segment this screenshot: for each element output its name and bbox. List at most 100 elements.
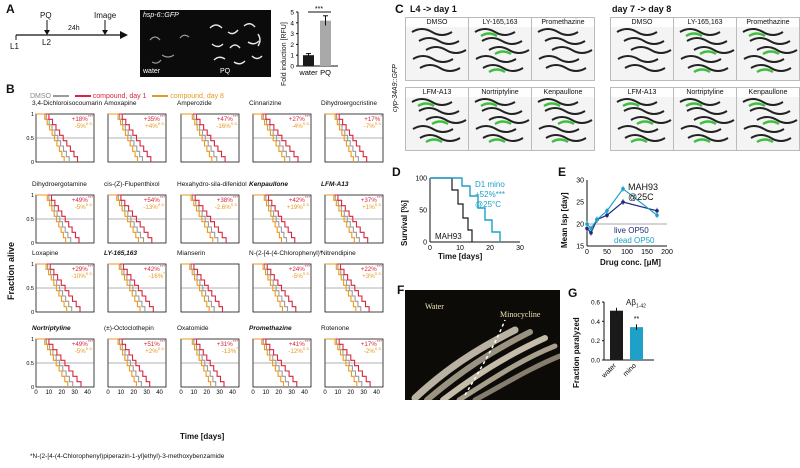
g-cat-label: water — [600, 362, 618, 380]
worm — [412, 125, 454, 133]
survival-line-2 — [325, 338, 358, 387]
x-tick-label: 0 — [34, 390, 38, 396]
day8-significance: n.s. — [85, 202, 93, 207]
day1-effect: +54%*** — [143, 195, 165, 205]
compound-name: Cinnarizine — [249, 100, 282, 107]
worm — [482, 64, 524, 72]
worm-image — [537, 98, 593, 144]
day8-effect: -5%n.s. — [291, 271, 310, 281]
compound-name: LY-165,163 — [104, 250, 138, 257]
panel-a-ylabel: Fold induction [RFU] — [281, 22, 288, 86]
gfp-signal — [636, 120, 654, 126]
worm-image — [616, 28, 672, 72]
day8-effect: +2%n.s. — [145, 346, 165, 356]
e-ytick-label: 25 — [576, 200, 584, 207]
legend-day8-line-icon — [152, 95, 169, 98]
survival-cell: Promethazine +41%*** -12%n.s. 0 10 20 30 40 — [247, 325, 315, 395]
survival-line-1 — [36, 194, 80, 243]
x-tick-label: 40 — [156, 390, 163, 395]
day8-effect: -5%n.s. — [74, 346, 93, 356]
gfp-signal — [480, 32, 498, 38]
tile-day1-5: Kenpaullone — [531, 87, 595, 151]
tile-day1-0: DMSO — [405, 17, 469, 81]
worm — [743, 55, 785, 63]
x-tick-label: 20 — [275, 390, 282, 395]
survival-line-2 — [108, 194, 140, 243]
panel-d-ylabel: Survival [%] — [400, 200, 409, 246]
compound-name: Dihydroergotamine — [32, 181, 87, 188]
worm — [756, 46, 798, 54]
survival-line-2 — [181, 338, 212, 387]
a-bar-water — [303, 55, 314, 66]
panel-f-mino-label: Minocycline — [500, 310, 541, 319]
gfp-signal — [699, 50, 717, 56]
day8-significance: * — [163, 271, 165, 276]
survival-line-2 — [325, 113, 354, 162]
survival-cell: Nortriptyline +49%*** -5%n.s. 0 10 20 30 40 0 0.5… — [26, 325, 98, 396]
day8-significance: n.s. — [85, 121, 93, 126]
survival-cell: N-(2-[4-(4-Chlorophenyl)* +24%*** -5%n.s. — [247, 250, 322, 320]
y-tick-label: 0 — [31, 160, 34, 166]
tile-label: LFM-A13 — [406, 88, 468, 97]
x-tick-label: 0 — [323, 390, 327, 395]
day8-significance: n.s. — [374, 271, 382, 276]
day1-significance: *** — [304, 195, 310, 200]
compound-name: N-(2-[4-(4-Chlorophenyl)* — [249, 250, 323, 257]
legend-dmso: DMSO — [30, 93, 51, 100]
day8-effect: +1%n.s. — [362, 202, 382, 212]
survival-line-2 — [253, 263, 284, 312]
e-xtick-label: 100 — [621, 249, 633, 256]
legend-dmso-line-icon — [52, 95, 69, 98]
worm — [419, 64, 461, 72]
worm — [425, 46, 467, 54]
panel-d-temp: @25°C — [475, 200, 501, 209]
day1-significance: *** — [376, 195, 382, 200]
day1-effect: +24%*** — [288, 264, 310, 274]
survival-line-2 — [181, 113, 213, 162]
survival-line-2 — [253, 113, 286, 162]
survival-line-1 — [108, 113, 152, 162]
worm — [630, 46, 672, 54]
day1-significance: *** — [87, 114, 93, 119]
panel-f-micrograph: Water Minocycline — [405, 290, 560, 400]
day1-effect: +22%*** — [360, 264, 382, 274]
survival-curves — [252, 263, 312, 313]
worm — [624, 134, 666, 142]
survival-cell: Mianserin — [175, 250, 243, 320]
timeline-duration: 24h — [68, 25, 80, 32]
y-tick-label: 0.5 — [26, 217, 34, 223]
compound-name: Hexahydro-sila-difenidol — [177, 181, 247, 188]
tile-label: LY-165,163 — [469, 18, 531, 27]
day8-effect: -13%* — [221, 346, 238, 356]
day1-significance: *** — [232, 195, 238, 200]
day8-effect: -12%n.s. — [288, 346, 310, 356]
day8-significance: n.s. — [230, 202, 238, 207]
worm — [679, 28, 721, 36]
d-xtick-label: 30 — [516, 245, 524, 252]
day8-effect: -13%n.s. — [143, 202, 165, 212]
worm — [418, 107, 460, 115]
compound-name: Nitrendipine — [321, 250, 356, 257]
gfp-signal — [551, 138, 569, 144]
survival-curves: 0 10 20 30 40 — [251, 338, 312, 395]
gfp-signal — [748, 102, 766, 108]
tile-day1-4: Nortriptyline — [468, 87, 532, 151]
day8-effect: +4%n.s. — [145, 121, 165, 131]
worm — [616, 28, 658, 36]
compound-name: Kenpaullone — [249, 181, 289, 188]
day8-significance: n.s. — [157, 121, 165, 126]
a-bar-PQ — [320, 20, 331, 66]
day1-significance: *** — [87, 339, 93, 344]
worm — [686, 107, 728, 115]
day1-effect: +38%*** — [216, 195, 238, 205]
panel-e-legend-dead: dead OP50 — [614, 236, 655, 245]
worm-image — [742, 28, 798, 74]
x-tick-label: 0 — [251, 390, 255, 395]
survival-line-2 — [36, 194, 67, 243]
worm — [482, 134, 524, 142]
worm-image — [411, 28, 467, 72]
panel-g-title-sub: 1-42 — [635, 303, 646, 310]
day8-effect: -7%n.s. — [363, 121, 382, 131]
g-significance: ** — [634, 316, 640, 323]
worm-image — [474, 98, 530, 144]
